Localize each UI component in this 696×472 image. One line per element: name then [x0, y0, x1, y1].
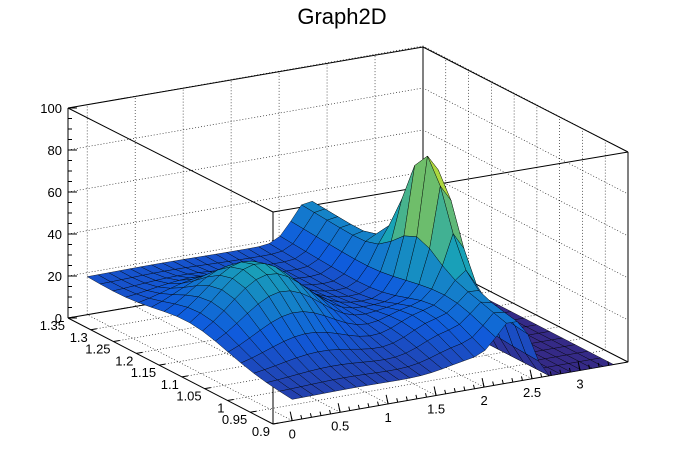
y-tick-label: 1.15 [131, 365, 156, 380]
x-axis: 0 0.5 1 1.5 2 2.5 3 [289, 361, 610, 442]
y-tick-label: 1.35 [40, 318, 65, 333]
x-tick-label: 0.5 [331, 418, 349, 433]
surface-mesh [86, 155, 615, 400]
z-tick-label: 0 [55, 311, 62, 326]
y-tick-label: 0.9 [252, 424, 270, 439]
surface-cell [278, 388, 304, 400]
y-tick-label: 1 [217, 400, 224, 415]
z-tick-label: 40 [48, 227, 62, 242]
x-tick-label: 1 [385, 410, 392, 425]
x-tick-label: 3 [576, 376, 583, 391]
z-axis: 0 20 40 60 80 100 [40, 101, 77, 326]
x-tick-label: 0 [289, 427, 296, 442]
z-tick-label: 20 [48, 269, 62, 284]
y-tick-label: 1.05 [176, 389, 201, 404]
z-tick-label: 60 [48, 185, 62, 200]
y-tick-label: 1.2 [115, 353, 133, 368]
x-tick-label: 1.5 [427, 402, 445, 417]
y-tick-label: 1.25 [85, 342, 110, 357]
y-tick-label: 0.95 [222, 412, 247, 427]
y-tick-label: 1.3 [70, 330, 88, 345]
y-axis: 0.9 0.951 1.051.1 1.151.2 1.251.3 1.35 [40, 316, 280, 439]
y-tick-label: 1.1 [161, 377, 179, 392]
z-tick-label: 80 [48, 143, 62, 158]
z-tick-label: 100 [40, 101, 62, 116]
x-tick-label: 2.5 [523, 385, 541, 400]
x-tick-label: 2 [480, 393, 487, 408]
chart-title: Graph2D [297, 4, 386, 29]
